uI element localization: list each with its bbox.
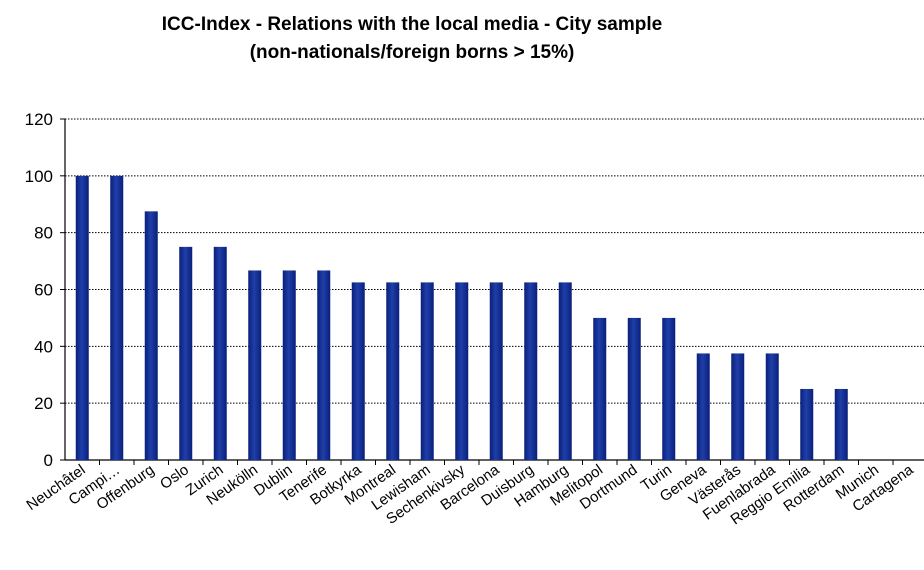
bar — [524, 282, 538, 460]
bar — [110, 175, 124, 461]
chart-title-line-1: ICC-Index - Relations with the local med… — [161, 14, 663, 35]
chart-title-line-2: (non-nationals/foreign borns > 15%) — [249, 42, 575, 63]
bar — [420, 282, 434, 460]
bar — [558, 282, 572, 460]
bar — [248, 270, 262, 460]
bar — [800, 388, 814, 460]
bar — [282, 270, 296, 460]
bar — [386, 282, 400, 460]
bar — [834, 388, 848, 460]
y-tick-label: 20 — [34, 394, 53, 413]
bar — [317, 270, 331, 460]
y-tick-label: 60 — [34, 281, 53, 300]
bar — [213, 246, 227, 460]
bar — [144, 211, 158, 460]
bar — [75, 175, 89, 461]
bar — [351, 282, 365, 460]
y-tick-label: 120 — [25, 110, 53, 129]
bar — [489, 282, 503, 460]
bar — [731, 353, 745, 460]
bar — [662, 317, 676, 460]
bar — [765, 353, 779, 460]
bar — [627, 317, 641, 460]
bar — [593, 317, 607, 460]
bar — [179, 246, 193, 460]
y-tick-label: 0 — [44, 451, 53, 470]
y-tick-label: 100 — [25, 167, 53, 186]
bar — [455, 282, 469, 460]
bar — [696, 353, 710, 460]
y-tick-label: 40 — [34, 337, 53, 356]
y-tick-label: 80 — [34, 224, 53, 243]
